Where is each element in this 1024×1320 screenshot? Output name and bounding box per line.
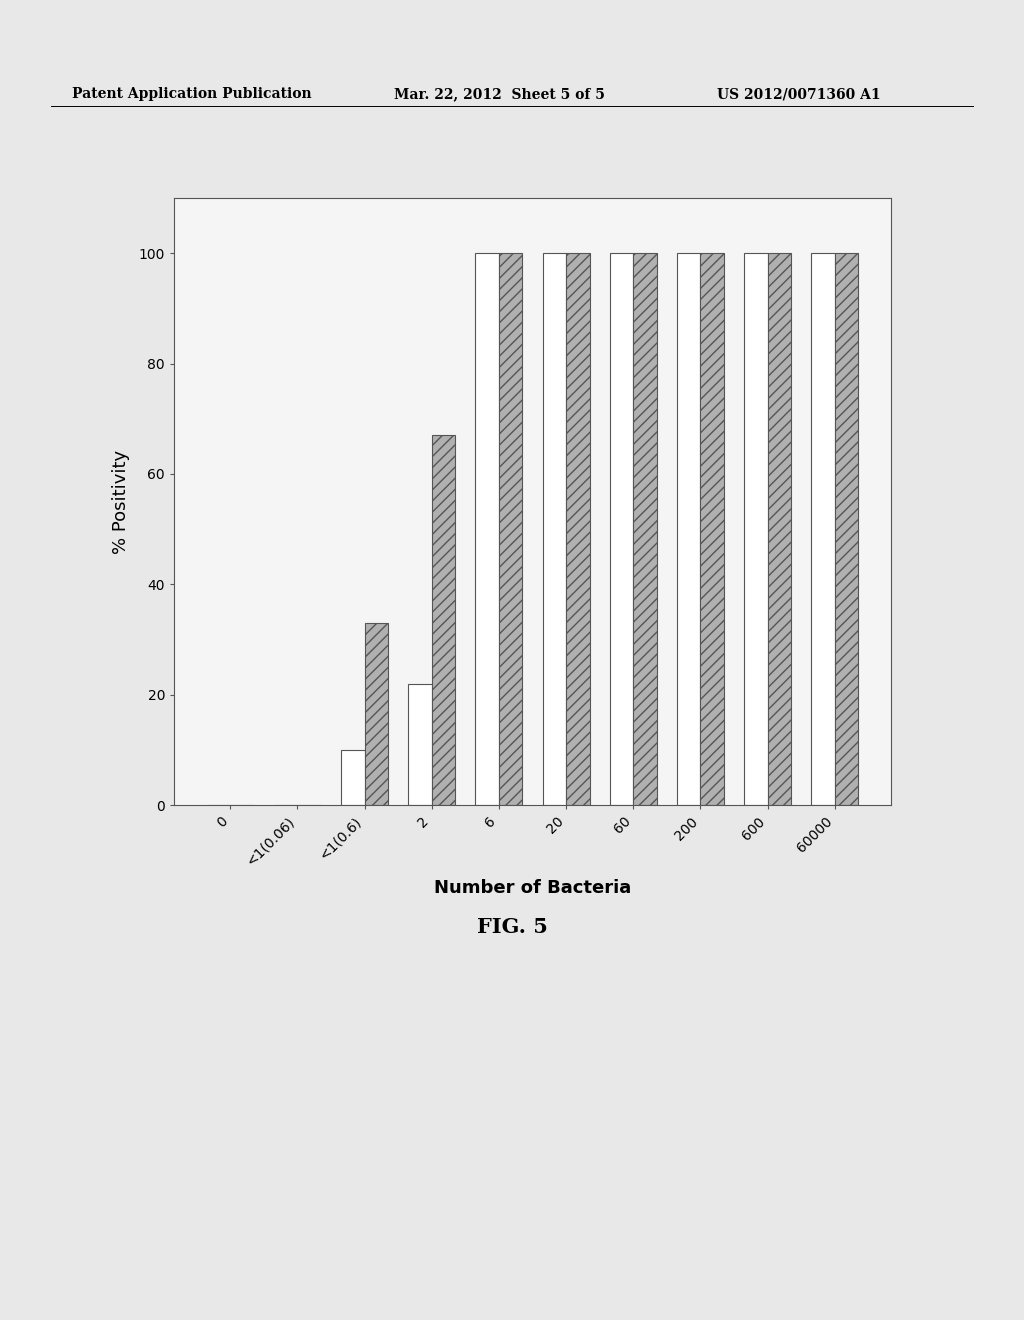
Bar (609, 253, 633, 805)
Bar (409, 684, 432, 805)
Bar (744, 253, 768, 805)
Y-axis label: % Positivity: % Positivity (113, 450, 130, 553)
Bar (633, 253, 656, 805)
Bar (677, 253, 700, 805)
Text: US 2012/0071360 A1: US 2012/0071360 A1 (717, 87, 881, 102)
Bar (543, 253, 566, 805)
Bar (835, 253, 858, 805)
Text: FIG. 5: FIG. 5 (476, 917, 548, 937)
Bar (341, 750, 365, 805)
Bar (432, 436, 456, 805)
Text: Mar. 22, 2012  Sheet 5 of 5: Mar. 22, 2012 Sheet 5 of 5 (394, 87, 605, 102)
Bar (811, 253, 835, 805)
Bar (768, 253, 792, 805)
X-axis label: Number of Bacteria: Number of Bacteria (434, 879, 631, 898)
Bar (566, 253, 590, 805)
Bar (700, 253, 724, 805)
Text: Patent Application Publication: Patent Application Publication (72, 87, 311, 102)
Bar (499, 253, 522, 805)
Bar (365, 623, 388, 805)
Bar (475, 253, 499, 805)
